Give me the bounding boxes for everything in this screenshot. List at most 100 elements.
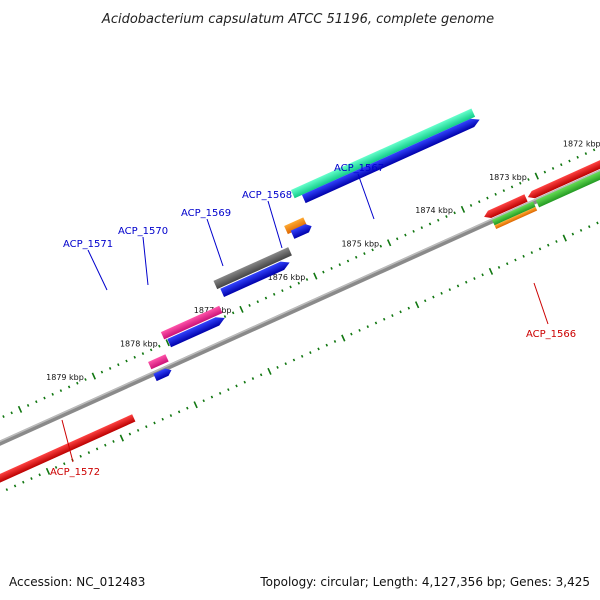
outer-ruler-minor-tick: [445, 215, 448, 218]
outer-ruler-minor-tick: [26, 404, 30, 407]
inner-ruler-minor-tick: [497, 265, 501, 269]
outer-ruler-minor-tick: [35, 400, 38, 404]
inner-ruler-minor-tick: [13, 484, 17, 488]
inner-ruler-minor-tick: [87, 451, 91, 455]
inner-ruler-minor-tick: [547, 243, 550, 247]
inner-ruler-minor-tick: [325, 343, 328, 347]
inner-ruler-minor-tick: [440, 291, 443, 295]
inner-ruler-minor-tick: [423, 299, 427, 303]
outer-ruler-major-tick: [534, 172, 539, 180]
feature-pink-large: [160, 305, 223, 340]
inner-ruler-minor-tick: [571, 232, 575, 236]
inner-ruler-major-tick: [341, 334, 346, 342]
feature-grey: [213, 247, 292, 290]
gene-label-acp-1567[interactable]: ACP_1567: [334, 163, 384, 174]
gene-label-acp-1566[interactable]: ACP_1566: [526, 329, 576, 340]
gene-label-acp-1570[interactable]: ACP_1570: [118, 226, 168, 237]
outer-ruler-minor-tick: [322, 270, 325, 274]
outer-ruler-minor-tick: [510, 185, 514, 189]
inner-ruler-minor-tick: [448, 288, 452, 292]
inner-ruler-minor-tick: [350, 332, 353, 336]
outer-ruler-minor-tick: [395, 237, 399, 241]
inner-ruler-major-tick: [193, 401, 198, 409]
inner-ruler-minor-tick: [276, 365, 279, 369]
inner-ruler-minor-tick: [38, 473, 41, 477]
outer-ruler-major-tick: [165, 339, 170, 347]
outer-ruler-major-tick: [313, 272, 318, 280]
outer-ruler-minor-tick: [354, 255, 358, 259]
inner-ruler-minor-tick: [210, 395, 214, 399]
inner-ruler-minor-tick: [555, 240, 558, 243]
inner-ruler-minor-tick: [596, 221, 599, 225]
gene-label-acp-1569[interactable]: ACP_1569: [181, 208, 231, 219]
gene-label-acp-1572[interactable]: ACP_1572: [50, 467, 100, 478]
outer-ruler-minor-tick: [289, 285, 292, 289]
leader-acp-1568: [267, 200, 283, 249]
outer-ruler-minor-tick: [297, 281, 301, 285]
inner-ruler-minor-tick: [235, 384, 238, 388]
inner-ruler-major-tick: [488, 267, 494, 275]
outer-ruler-minor-tick: [248, 304, 251, 307]
outer-ruler-minor-tick: [469, 204, 473, 207]
inner-ruler-minor-tick: [5, 488, 9, 492]
outer-ruler-minor-tick: [141, 352, 145, 356]
inner-ruler-minor-tick: [202, 399, 205, 403]
outer-ruler-minor-tick: [527, 178, 530, 181]
ruler-label: 1875 kbp: [341, 239, 379, 248]
inner-ruler-minor-tick: [464, 280, 468, 284]
inner-ruler-minor-tick: [251, 377, 255, 380]
inner-ruler-minor-tick: [399, 310, 402, 314]
reverse-red-arrow-1: [484, 194, 528, 219]
outer-ruler-minor-tick: [231, 311, 235, 315]
inner-ruler-minor-tick: [530, 251, 534, 255]
gene-label-acp-1571[interactable]: ACP_1571: [63, 239, 113, 250]
outer-ruler-minor-tick: [223, 315, 227, 318]
outer-ruler-minor-tick: [576, 155, 579, 159]
outer-ruler-minor-tick: [264, 296, 268, 300]
outer-ruler-minor-tick: [76, 381, 79, 385]
inner-ruler-minor-tick: [538, 247, 542, 251]
inner-ruler-minor-tick: [506, 262, 509, 266]
inner-ruler-minor-tick: [22, 480, 25, 484]
outer-ruler-major-tick: [91, 372, 97, 380]
gene-leaders-reverse: [61, 282, 549, 463]
inner-ruler-minor-tick: [30, 477, 33, 480]
inner-ruler-minor-tick: [227, 388, 230, 392]
inner-ruler-major-tick: [414, 301, 420, 309]
inner-ruler-minor-tick: [169, 414, 173, 417]
ruler-label: 1873 kbp: [489, 173, 527, 182]
outer-ruler-minor-tick: [592, 148, 596, 152]
outer-ruler-major-tick: [386, 239, 392, 247]
inner-ruler-minor-tick: [177, 410, 181, 414]
ruler-label: 1876 kbp: [268, 273, 306, 282]
outer-ruler-minor-tick: [43, 396, 46, 400]
outer-ruler-minor-tick: [125, 359, 128, 363]
inner-ruler-minor-tick: [79, 454, 82, 458]
inner-ruler-minor-tick: [588, 225, 591, 229]
outer-ruler-minor-tick: [67, 385, 71, 389]
outer-ruler-minor-tick: [100, 370, 104, 374]
inner-ruler-minor-tick: [522, 254, 525, 258]
inner-ruler-major-tick: [267, 367, 272, 375]
feature-row-cds: [153, 118, 480, 382]
outer-ruler-minor-tick: [379, 244, 383, 248]
outer-ruler-minor-tick: [486, 196, 489, 200]
ruler-label: 1879 kbp: [46, 373, 84, 382]
gene-label-acp-1568[interactable]: ACP_1568: [242, 190, 292, 201]
inner-ruler-minor-tick: [391, 314, 394, 317]
feature-teal: [290, 108, 476, 199]
inner-ruler-minor-tick: [145, 425, 148, 429]
outer-ruler-minor-tick: [428, 222, 432, 226]
leader-acp-1569: [206, 218, 224, 267]
outer-ruler-minor-tick: [584, 152, 588, 156]
outer-ruler-minor-tick: [158, 344, 161, 348]
outer-ruler-major-tick: [460, 205, 466, 213]
outer-ruler-minor-tick: [149, 348, 153, 352]
inner-ruler-minor-tick: [112, 440, 115, 443]
inner-ruler-minor-tick: [432, 295, 435, 299]
cds-arrow-4: [290, 224, 312, 239]
outer-ruler-minor-tick: [371, 248, 374, 252]
feature-orange: [284, 217, 307, 235]
outer-ruler-minor-tick: [420, 226, 424, 230]
